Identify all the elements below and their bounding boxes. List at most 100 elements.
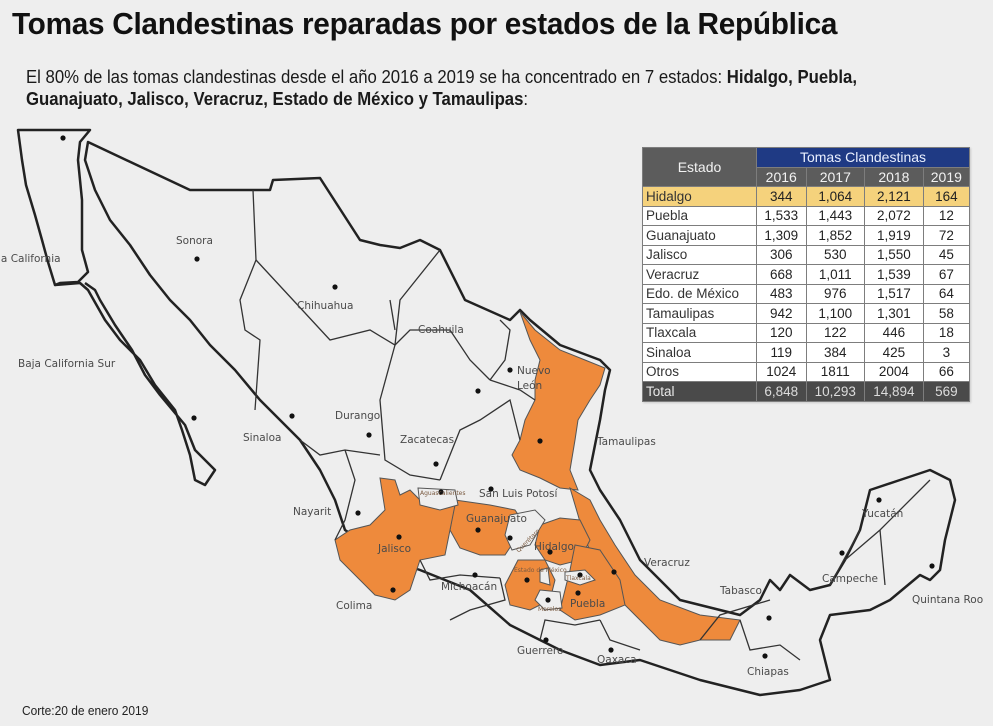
label-durango: Durango <box>335 410 380 422</box>
estado-cell: Veracruz <box>642 264 757 285</box>
estado-cell: Edo. de México <box>642 283 757 304</box>
label-tamaulipas: Tamaulipas <box>596 436 656 448</box>
table-row: Edo. de México 483 976 1,517 64 <box>642 283 971 304</box>
value-cell: 1,011 <box>805 264 866 285</box>
label-nayarit: Nayarit <box>293 506 331 518</box>
state-aguascalientes <box>417 487 459 511</box>
value-cell: 58 <box>922 303 971 324</box>
value-cell: 976 <box>805 283 866 304</box>
label-sonora: Sonora <box>176 235 213 247</box>
table-row: Jalisco 306 530 1,550 45 <box>642 244 971 265</box>
label-hidalgo: Hidalgo <box>534 541 574 553</box>
value-cell: 384 <box>805 342 866 363</box>
value-cell: 12 <box>922 205 971 226</box>
estado-cell: Tlaxcala <box>642 322 757 343</box>
label-nuevo-leon-2: León <box>517 380 542 392</box>
label-baja-california: ja California <box>0 253 61 265</box>
value-cell: 64 <box>922 283 971 304</box>
value-cell: 164 <box>922 186 971 207</box>
summary-plain: El 80% de las tomas clandestinas desde e… <box>26 67 727 87</box>
state-baja-california-sur <box>54 281 217 487</box>
value-cell: 425 <box>864 342 924 363</box>
value-cell: 1,100 <box>805 303 866 324</box>
label-chihuahua: Chihuahua <box>297 300 353 312</box>
value-cell: 1,919 <box>864 225 924 246</box>
label-zacatecas: Zacatecas <box>400 434 454 446</box>
label-campeche: Campeche <box>822 573 878 585</box>
summary-bold-states: Hidalgo, Puebla, Guanajuato, Jalisco, Ve… <box>26 67 858 109</box>
value-cell: 72 <box>922 225 971 246</box>
value-cell: 1,443 <box>805 205 866 226</box>
value-cell: 1,301 <box>864 303 924 324</box>
value-cell: 1,309 <box>756 225 807 246</box>
total-value: 569 <box>922 381 971 402</box>
table-row: Hidalgo 344 1,064 2,121 164 <box>642 186 971 207</box>
estado-cell: Tamaulipas <box>642 303 757 324</box>
year-header: 2016 <box>756 166 807 187</box>
estado-cell: Puebla <box>642 205 757 226</box>
value-cell: 530 <box>805 244 866 265</box>
value-cell: 1,852 <box>805 225 866 246</box>
state-cdmx <box>539 567 551 586</box>
mexico-map: ja California Baja California Sur Sonora… <box>0 110 993 710</box>
value-cell: 1,517 <box>864 283 924 304</box>
label-veracruz: Veracruz <box>644 557 690 569</box>
year-header: 2017 <box>805 166 866 187</box>
label-baja-california-sur: Baja California Sur <box>18 358 116 370</box>
year-header: 2019 <box>922 166 971 187</box>
table-row: Sinaloa 119 384 425 3 <box>642 342 971 363</box>
value-cell: 1,550 <box>864 244 924 265</box>
total-label: Total <box>642 381 757 402</box>
value-cell: 18 <box>922 322 971 343</box>
label-sinaloa: Sinaloa <box>243 432 281 444</box>
label-jalisco: Jalisco <box>377 543 411 555</box>
label-michoacan: Michoacán <box>441 581 497 593</box>
state-tamaulipas <box>511 311 606 491</box>
label-san-luis-potosi: San Luis Potosí <box>479 488 559 500</box>
total-value: 10,293 <box>805 381 866 402</box>
label-guerrero: Guerrero <box>517 645 563 657</box>
state-queretaro <box>504 509 546 551</box>
label-tlaxcala: Tlaxcala <box>565 575 591 582</box>
value-cell: 306 <box>756 244 807 265</box>
table-row: Otros 1024 1811 2004 66 <box>642 361 971 382</box>
value-cell: 120 <box>756 322 807 343</box>
label-nuevo-leon-1: Nuevo <box>517 365 551 377</box>
value-cell: 1811 <box>805 361 866 382</box>
value-cell: 446 <box>864 322 924 343</box>
value-cell: 344 <box>756 186 807 207</box>
total-row: Total 6,848 10,293 14,894 569 <box>642 381 971 402</box>
tomas-clandestinas-table: Estado Tomas Clandestinas 2016 2017 2018… <box>642 147 971 402</box>
mainland-mexico <box>83 140 957 697</box>
value-cell: 2,072 <box>864 205 924 226</box>
page-title: Tomas Clandestinas reparadas por estados… <box>12 6 838 41</box>
value-cell: 2004 <box>864 361 924 382</box>
summary-text: El 80% de las tomas clandestinas desde e… <box>26 66 919 110</box>
label-yucatan: Yucatán <box>861 508 903 520</box>
total-value: 14,894 <box>864 381 924 402</box>
value-cell: 1024 <box>756 361 807 382</box>
tomas-clandestinas-header: Tomas Clandestinas <box>756 147 970 168</box>
table-row: Puebla 1,533 1,443 2,072 12 <box>642 205 971 226</box>
value-cell: 483 <box>756 283 807 304</box>
estado-header: Estado <box>642 147 757 187</box>
estado-cell: Otros <box>642 361 757 382</box>
value-cell: 122 <box>805 322 866 343</box>
value-cell: 3 <box>922 342 971 363</box>
table-row: Tamaulipas 942 1,100 1,301 58 <box>642 303 971 324</box>
value-cell: 67 <box>922 264 971 285</box>
label-morelos: Morelos <box>538 606 561 613</box>
value-cell: 1,539 <box>864 264 924 285</box>
estado-cell: Sinaloa <box>642 342 757 363</box>
label-chiapas: Chiapas <box>747 666 789 678</box>
label-aguascalientes: Aguascalientes <box>420 490 466 497</box>
estado-cell: Jalisco <box>642 244 757 265</box>
label-edo-mexico: Estado de México <box>514 567 567 574</box>
year-header: 2018 <box>864 166 924 187</box>
label-tabasco: Tabasco <box>719 585 762 597</box>
label-coahuila: Coahuila <box>418 324 464 336</box>
total-value: 6,848 <box>756 381 807 402</box>
value-cell: 2,121 <box>864 186 924 207</box>
table-row: Tlaxcala 120 122 446 18 <box>642 322 971 343</box>
label-guanajuato: Guanajuato <box>466 513 527 525</box>
